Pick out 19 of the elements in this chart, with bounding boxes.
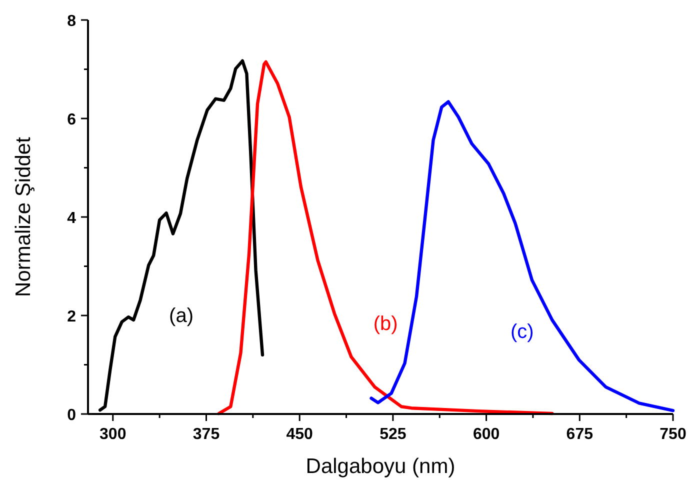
- y-tick-label: 0: [67, 407, 76, 424]
- series-label: (c): [510, 321, 534, 343]
- x-tick-label: 750: [660, 426, 686, 443]
- line-series: [370, 100, 675, 412]
- y-tick-label: 6: [67, 112, 76, 128]
- y-axis-title: Normalize Şiddet: [12, 136, 35, 297]
- x-tick-label: 675: [566, 426, 594, 443]
- x-tick-label: 375: [192, 426, 220, 443]
- line-series: [217, 60, 554, 416]
- x-tick-label: 525: [380, 426, 406, 443]
- y-tick-label: 2: [67, 308, 76, 326]
- x-axis-title: Dalgaboyu (nm): [306, 455, 456, 478]
- y-tick-label: 4: [67, 210, 76, 227]
- x-tick-label: 300: [100, 426, 126, 443]
- series-label: (a): [169, 305, 194, 327]
- x-tick-label: 600: [472, 426, 500, 443]
- x-tick-label: 450: [286, 426, 314, 443]
- series-label: (b): [373, 313, 398, 335]
- y-tick-label: 8: [67, 13, 76, 30]
